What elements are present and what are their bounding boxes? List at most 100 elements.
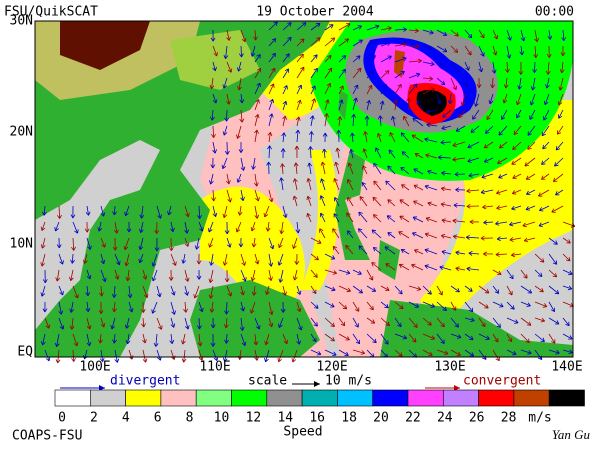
wind-vector-head — [402, 27, 407, 32]
wind-vector — [310, 237, 322, 244]
wind-vector — [278, 317, 284, 328]
wind-vector-head — [128, 308, 134, 313]
wind-vector — [424, 265, 438, 271]
wind-vector — [534, 333, 545, 342]
wind-vector-head — [334, 197, 339, 202]
wind-vector — [555, 141, 564, 151]
wind-vector-head — [543, 116, 548, 121]
wind-vector-head — [527, 131, 532, 136]
wind-vector-head — [468, 251, 473, 256]
wind-vector-head — [86, 341, 92, 347]
wind-vector — [516, 109, 522, 119]
wind-vector — [455, 125, 466, 132]
wind-vector — [211, 301, 214, 313]
wind-vector-head — [157, 214, 162, 219]
wind-vector — [209, 237, 214, 248]
wind-vector — [156, 205, 161, 219]
wind-vector — [520, 45, 523, 56]
wind-vector — [268, 83, 275, 95]
wind-vector-head — [552, 272, 558, 278]
wind-vector-head — [503, 84, 509, 89]
wind-vector — [264, 205, 270, 218]
wind-vector-head — [223, 324, 229, 329]
wind-vector-head — [296, 307, 302, 312]
wind-vector-head — [397, 83, 402, 89]
wind-vector-head — [85, 307, 91, 312]
wind-vector-head — [452, 218, 457, 224]
wind-vector — [450, 317, 459, 328]
wind-vector — [212, 141, 216, 154]
wind-vector — [351, 132, 354, 143]
wind-vector — [347, 179, 354, 191]
wind-vector-head — [358, 289, 363, 294]
wind-vector-head — [86, 325, 92, 330]
wind-vector — [240, 253, 246, 266]
wind-vector-head — [208, 243, 213, 248]
wind-vector — [509, 221, 522, 226]
wind-vector-head — [253, 182, 259, 187]
wind-vector — [310, 131, 312, 143]
wind-vector-head — [222, 84, 228, 89]
wind-vector — [492, 285, 500, 294]
wind-vector — [254, 317, 260, 330]
wind-vector-head — [532, 69, 537, 73]
wind-vector — [86, 285, 89, 296]
wind-vector — [333, 213, 340, 223]
wind-vector — [142, 269, 147, 280]
wind-vector — [294, 178, 298, 191]
wind-vector — [278, 253, 284, 266]
wind-vector-head — [265, 290, 270, 295]
wind-vector-head — [256, 54, 261, 59]
wind-vector-head — [335, 147, 341, 152]
wind-vector-head — [470, 317, 475, 323]
wind-vector-head — [427, 201, 432, 207]
wind-vector — [408, 97, 410, 111]
wind-vector-head — [226, 180, 231, 185]
wind-vector — [394, 301, 404, 310]
wind-vector-head — [430, 87, 435, 92]
wind-vector — [252, 157, 256, 170]
header-time: 00:00 — [535, 5, 574, 20]
wind-vector — [495, 253, 508, 256]
wind-vector — [436, 29, 447, 36]
wind-vector — [140, 221, 144, 233]
wind-vector — [534, 301, 547, 307]
wind-vector — [211, 77, 214, 89]
wind-vector-head — [241, 37, 247, 43]
wind-vector — [464, 61, 470, 71]
wind-vector — [225, 45, 228, 59]
wind-vector — [427, 202, 438, 207]
wind-vector — [481, 173, 494, 178]
wind-vector — [547, 61, 550, 75]
wind-vector-head — [533, 54, 539, 59]
wind-vector — [124, 237, 130, 250]
wind-vector-head — [499, 303, 504, 308]
wind-vector — [464, 285, 473, 292]
wind-vector — [282, 37, 292, 47]
wind-vector — [543, 109, 550, 121]
wind-vector-head — [426, 122, 431, 128]
wind-vector — [296, 116, 300, 127]
wind-vector-head — [40, 292, 46, 297]
wind-vector — [387, 232, 396, 239]
wind-vector — [127, 269, 130, 281]
wind-vector-head — [440, 202, 445, 207]
wind-vector-head — [181, 340, 186, 345]
wind-vector — [156, 349, 161, 361]
wind-vector-head — [441, 63, 447, 69]
wind-vector-head — [540, 317, 546, 323]
wind-vector-head — [84, 228, 90, 233]
wind-vector — [501, 109, 508, 120]
wind-vector — [295, 162, 298, 175]
wind-vector-head — [414, 153, 420, 158]
wind-vector-head — [437, 155, 442, 160]
wind-vector-head — [385, 180, 390, 185]
wind-vector-head — [400, 70, 405, 76]
wind-vector-head — [224, 339, 229, 344]
wind-vector — [352, 97, 357, 111]
wind-vector — [240, 189, 244, 201]
wind-vector-head — [264, 357, 269, 363]
wind-vector-head — [270, 83, 275, 88]
wind-vector — [41, 285, 46, 297]
wind-vector-head — [466, 203, 471, 209]
